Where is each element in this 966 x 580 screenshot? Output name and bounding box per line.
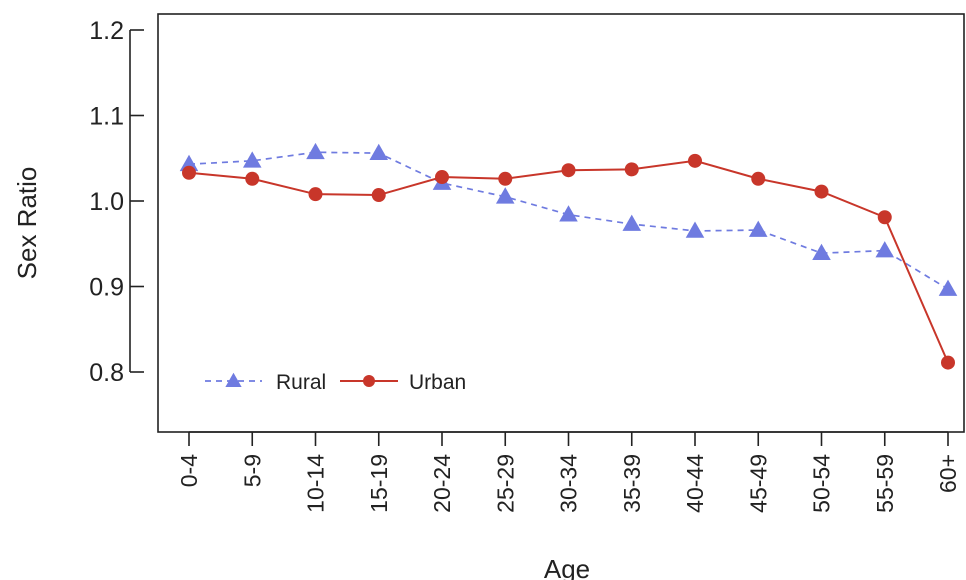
data-point-rural — [748, 220, 768, 237]
data-point-urban — [751, 171, 766, 186]
data-point-urban — [688, 153, 702, 168]
legend-entry-urban: Urban — [340, 371, 466, 394]
data-point-rural — [495, 187, 515, 204]
x-tick-label: 35-39 — [619, 454, 645, 513]
x-tick-label: 0-4 — [176, 454, 202, 487]
data-point-urban — [498, 171, 513, 186]
data-point-urban — [435, 170, 449, 185]
data-point-rural — [306, 142, 325, 160]
x-tick-label: 30-34 — [556, 454, 582, 513]
series-layer — [179, 142, 958, 370]
data-point-urban — [877, 210, 892, 225]
data-point-urban — [245, 171, 260, 186]
x-tick-label: 25-29 — [492, 454, 518, 513]
y-axis: 0.8 0.9 1.0 1.1 1.2 — [89, 17, 144, 387]
x-tick-label: 10-14 — [303, 454, 329, 513]
legend-entry-rural: Rural — [205, 371, 326, 394]
data-point-rural — [242, 151, 262, 168]
y-tick-label: 0.8 — [89, 359, 124, 387]
y-tick-label: 1.0 — [89, 188, 124, 216]
x-tick-label: 50-54 — [809, 454, 835, 513]
x-tick-label: 5-9 — [239, 454, 265, 487]
data-point-urban — [308, 187, 323, 202]
y-axis-title: Sex Ratio — [12, 167, 42, 280]
data-point-rural — [812, 243, 831, 260]
data-point-rural — [875, 241, 895, 258]
data-point-rural — [369, 143, 389, 160]
series-urban — [182, 153, 955, 370]
legend-marker-rural — [225, 372, 242, 387]
data-point-urban — [941, 355, 955, 370]
data-point-rural — [938, 279, 958, 296]
plot-frame — [157, 13, 965, 433]
legend: Rural Urban — [205, 371, 466, 394]
x-axis-title: Age — [544, 554, 590, 580]
series-rural — [179, 142, 958, 296]
x-tick-label: 20-24 — [429, 454, 455, 513]
data-point-rural — [685, 221, 705, 238]
x-tick-label: 60+ — [935, 454, 961, 493]
data-point-urban — [814, 184, 829, 199]
series-line-urban — [188, 159, 949, 363]
x-axis: 0-4 5-9 10-14 15-19 20-24 25-29 30-34 35-39 40-4… — [176, 431, 961, 513]
x-tick-label: 45-49 — [745, 454, 771, 513]
data-point-urban — [561, 163, 576, 178]
data-point-rural — [179, 154, 199, 172]
data-point-urban — [371, 188, 386, 203]
data-point-rural — [622, 214, 642, 231]
data-point-urban — [182, 165, 196, 180]
x-tick-label: 55-59 — [872, 454, 898, 513]
legend-label-rural: Rural — [276, 371, 326, 394]
legend-label-urban: Urban — [409, 371, 466, 394]
x-tick-label: 40-44 — [682, 454, 708, 513]
y-tick-label: 0.9 — [89, 274, 124, 302]
y-tick-label: 1.2 — [89, 17, 124, 45]
y-tick-label: 1.1 — [89, 103, 124, 131]
data-point-rural — [559, 205, 578, 222]
data-point-urban — [624, 162, 639, 177]
x-tick-label: 15-19 — [366, 454, 392, 513]
legend-marker-urban — [363, 375, 375, 387]
